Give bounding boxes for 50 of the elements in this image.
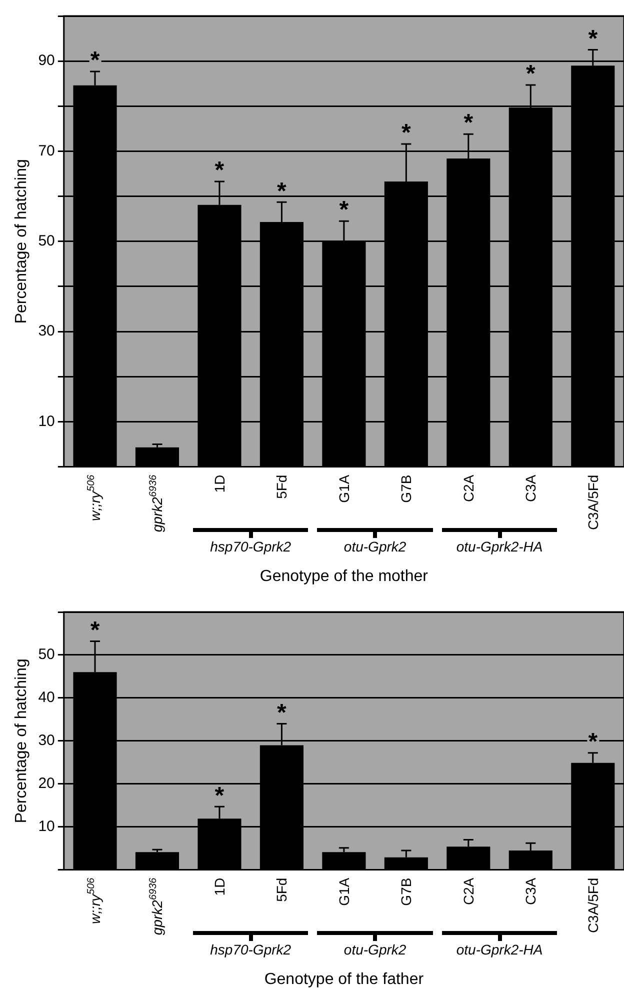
x-axis-title: Genotype of the mother [260,568,429,585]
x-tick-label: G7B [398,474,414,503]
x-tick-label: gprk26936 [148,877,166,936]
annotation: * [214,782,225,810]
annotation: * [214,157,225,184]
x-tick-label: C3A/5Fd [584,878,601,934]
x-tick-label: w;;ry506 [86,474,103,522]
y-tick-label: 50 [38,646,55,664]
x-tick-label: C2A [460,474,476,502]
annotation: * [588,728,598,756]
y-tick-label: 10 [38,412,55,430]
annotation: * [464,110,474,137]
text: hsp70-Gprk2 [210,942,292,958]
annotation: * [277,178,288,205]
x-tick-label: gprk26936 [148,474,166,532]
x-tick-label: G1A [336,474,352,503]
y-tick-label: 30 [38,322,55,340]
x-tick-label: 1D [211,878,228,896]
y-tick-label: 30 [38,732,55,750]
y-axis-title: Percentage of hatching [13,159,30,324]
y-tick-label: 40 [38,689,55,706]
y-tick-label: 10 [38,818,55,835]
annotation: * [90,47,100,74]
annotation: * [277,699,288,726]
x-tick-label: G1A [336,877,352,906]
text: hsp70-Gprk2 [210,538,292,555]
text: otu-Gprk2-HA [456,942,543,958]
y-tick-label: 90 [38,52,55,70]
annotation: * [402,120,412,147]
y-tick-label: 20 [38,775,55,792]
x-tick-label: C3A [522,877,539,906]
x-tick-label: C2A [460,877,476,906]
y-tick-label: 70 [38,142,55,160]
annotation: * [90,616,100,644]
x-tick-label: C3A [522,474,539,502]
annotation: * [339,196,350,224]
x-tick-label: 1D [211,474,228,493]
x-tick-label: G7B [398,878,414,906]
y-tick-label: 50 [38,232,55,250]
x-tick-label: C3A/5Fd [584,474,601,530]
x-tick-label: w;;ry506 [86,877,103,924]
y-axis-title: Percentage of hatching [13,658,30,824]
x-tick-label: 5Fd [274,878,290,902]
text: otu-Gprk2-HA [456,538,543,555]
annotation: * [588,25,598,52]
text: otu-Gprk2 [344,942,406,958]
annotation: * [526,60,536,88]
text: otu-Gprk2 [344,538,406,555]
x-axis-title: Genotype of the father [264,970,424,988]
x-tick-label: 5Fd [274,474,290,499]
